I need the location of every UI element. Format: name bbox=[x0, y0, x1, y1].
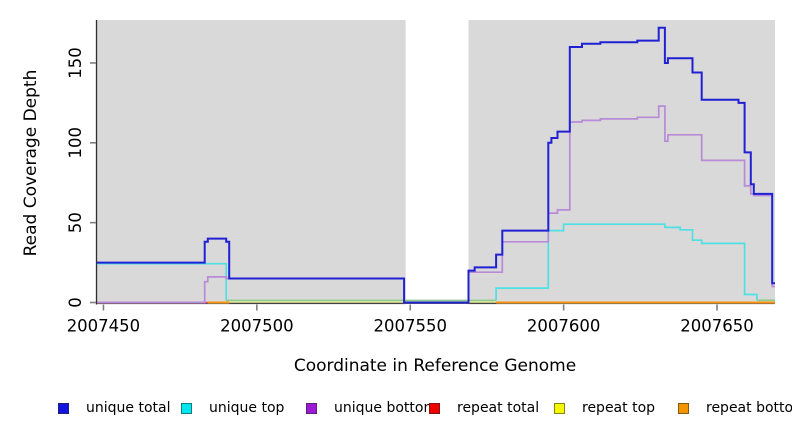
legend-label: repeat total bbox=[457, 400, 540, 416]
legend-item-unique-top: unique top bbox=[181, 398, 284, 418]
legend-label: repeat bottom bbox=[706, 400, 792, 416]
legend-label: unique total bbox=[86, 400, 171, 416]
x-axis-label: Coordinate in Reference Genome bbox=[293, 356, 577, 376]
y-axis-label: Read Coverage Depth bbox=[21, 69, 41, 257]
legend-item-repeat-total: repeat total bbox=[429, 398, 539, 418]
legend-item-unique-total: unique total bbox=[58, 398, 170, 418]
legend-label: unique top bbox=[209, 400, 285, 416]
x-tick-label: 2007650 bbox=[680, 317, 754, 336]
y-tick-label: 100 bbox=[66, 127, 85, 159]
x-tick-label: 2007450 bbox=[67, 317, 141, 336]
legend-label: repeat top bbox=[582, 400, 656, 416]
legend: unique total unique top unique bottom repea… bbox=[0, 398, 792, 422]
x-tick-label: 2007550 bbox=[373, 317, 447, 336]
x-tick-label: 2007600 bbox=[527, 317, 601, 336]
legend-swatch-repeat-bottom bbox=[678, 402, 689, 414]
series-unique-total bbox=[97, 26, 775, 304]
legend-swatch-unique-bottom bbox=[306, 402, 317, 414]
legend-label: unique bottom bbox=[334, 400, 438, 416]
coverage-plot: 2007450 2007500 2007550 2007600 2007650 0 50 10… bbox=[66, 20, 775, 336]
legend-swatch-unique-total bbox=[58, 402, 69, 414]
legend-item-unique-bottom: unique bottom bbox=[306, 398, 437, 418]
x-tick-label: 2007500 bbox=[220, 317, 294, 336]
series-unique-top bbox=[97, 262, 228, 301]
y-tick-label: 0 bbox=[66, 297, 85, 308]
y-tick-label: 50 bbox=[66, 212, 85, 233]
zero-coverage-gap bbox=[405, 20, 469, 305]
legend-swatch-repeat-top bbox=[554, 402, 565, 414]
legend-swatch-unique-top bbox=[181, 402, 192, 414]
legend-swatch-repeat-total bbox=[429, 402, 440, 414]
y-tick-label: 150 bbox=[66, 47, 85, 79]
legend-item-repeat-bottom: repeat bottom bbox=[678, 398, 792, 418]
legend-item-repeat-top: repeat top bbox=[554, 398, 655, 418]
